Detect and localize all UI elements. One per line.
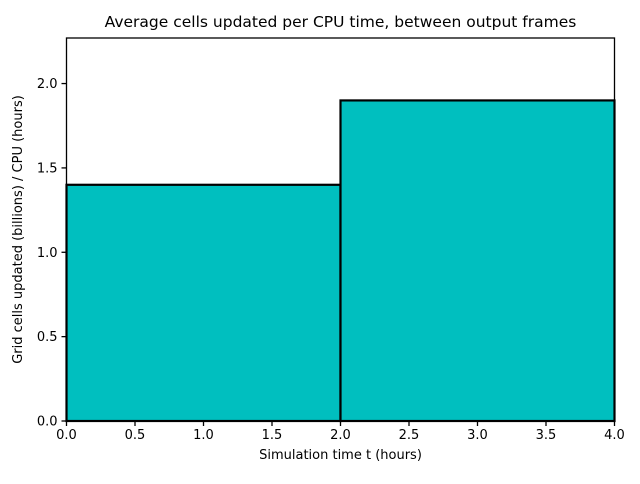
x-tick-label: 3.5: [536, 428, 557, 443]
x-tick-label: 1.5: [262, 428, 283, 443]
x-tick-label: 2.0: [330, 428, 351, 443]
y-tick-label: 1.0: [37, 246, 58, 261]
x-tick-label: 0.5: [125, 428, 146, 443]
y-tick-label: 0.5: [37, 330, 58, 345]
x-axis-label: Simulation time t (hours): [259, 448, 422, 463]
x-tick-label: 0.0: [56, 428, 77, 443]
x-tick-label: 2.5: [399, 428, 420, 443]
y-axis-label: Grid cells updated (billions) / CPU (hou…: [11, 95, 26, 364]
x-axis-ticks: 0.0 0.5 1.0 1.5 2.0 2.5 3.0 3.5 4.0: [56, 421, 625, 443]
bar-segment: [65, 183, 342, 423]
bars-group: [65, 99, 616, 423]
y-tick-label: 0.0: [37, 415, 58, 430]
y-axis-ticks: 0.0 0.5 1.0 1.5 2.0: [37, 77, 67, 430]
x-tick-label: 3.0: [467, 428, 488, 443]
y-tick-label: 2.0: [37, 77, 58, 92]
chart-title: Average cells updated per CPU time, betw…: [105, 13, 577, 31]
y-tick-label: 1.5: [37, 161, 58, 176]
x-tick-label: 4.0: [604, 428, 625, 443]
x-tick-label: 1.0: [193, 428, 214, 443]
bar-segment: [339, 99, 616, 423]
